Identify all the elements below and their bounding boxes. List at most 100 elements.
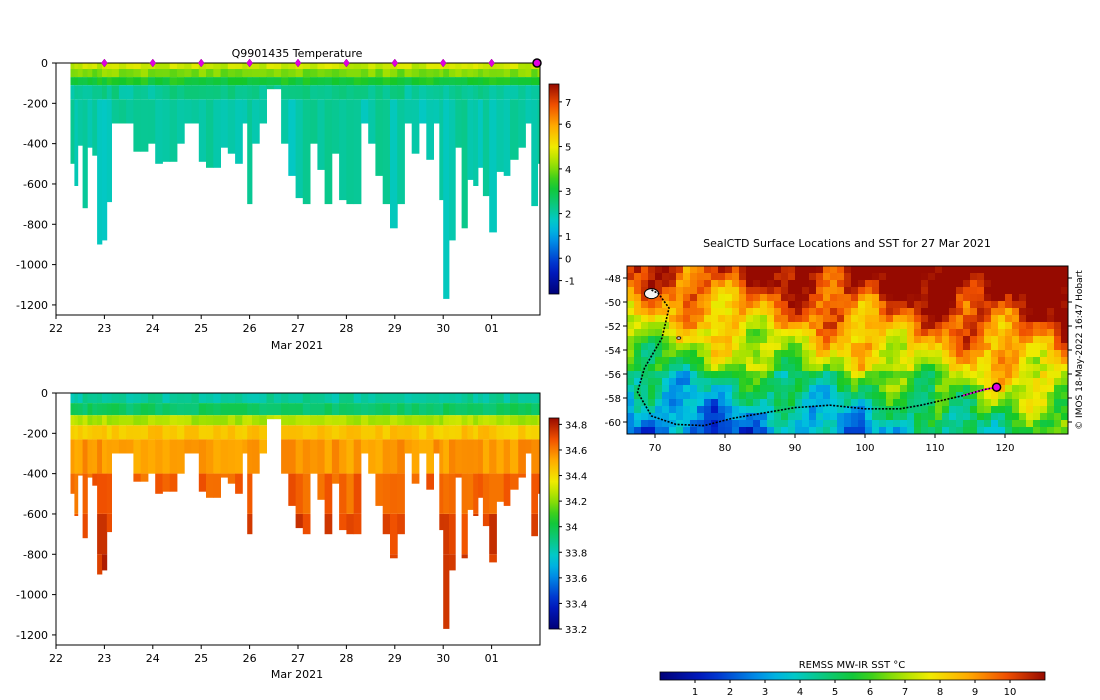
x-tick-label: 01 [485, 322, 499, 335]
profile-layer [70, 439, 75, 474]
sst-cell [816, 287, 824, 295]
profile-column [455, 393, 462, 478]
profile-layer [198, 63, 207, 69]
sst-cell [739, 371, 747, 379]
colorbar-tick-label: 5 [565, 143, 571, 154]
sst-cell [844, 343, 852, 351]
sst-cell [669, 287, 677, 295]
sst-cell [872, 350, 880, 358]
sst-cell [844, 385, 852, 393]
sst-cell [1005, 350, 1013, 358]
sst-cell [809, 385, 817, 393]
profile-layer [74, 473, 79, 514]
y-tick-label: -600 [23, 508, 48, 521]
sst-cell [1026, 343, 1034, 351]
sst-cell [809, 427, 817, 434]
profile-layer [443, 85, 450, 100]
sst-cell [865, 378, 873, 386]
profile-layer [70, 63, 75, 69]
sst-cell [928, 308, 936, 316]
profile-layer [449, 415, 456, 426]
sst-cell [956, 392, 964, 400]
sst-cell [1047, 287, 1055, 295]
profile-layer [449, 473, 456, 514]
sst-cell [788, 301, 796, 309]
profile-layer [346, 473, 355, 514]
sst-cell [956, 427, 964, 434]
sst-cell [634, 315, 642, 323]
sst-cell [858, 280, 866, 288]
sst-cell [865, 273, 873, 281]
sst-cell [921, 287, 929, 295]
profile-layer [443, 473, 450, 514]
sst-cell [984, 322, 992, 330]
sst-cell [844, 266, 852, 274]
sst-cell [900, 294, 908, 302]
profile-layer [317, 439, 326, 474]
profile-layer [433, 77, 440, 86]
profile-layer [503, 439, 511, 474]
profile-layer [140, 77, 149, 86]
sst-cell [1040, 343, 1048, 351]
profile-column [339, 393, 347, 531]
sst-cell [1026, 336, 1034, 344]
sst-cell [907, 273, 915, 281]
profile-layer [70, 415, 75, 426]
profile-column [467, 63, 474, 180]
sst-cell [830, 406, 838, 414]
profile-layer [390, 425, 398, 440]
sst-cell [802, 343, 810, 351]
map-title: SealCTD Surface Locations and SST for 27… [703, 237, 991, 250]
x-tick-label: 24 [146, 652, 160, 665]
profile-layer [111, 99, 120, 124]
profile-layer [302, 415, 311, 426]
sst-cell [690, 357, 698, 365]
sst-cell [641, 378, 649, 386]
sst-cell [795, 378, 803, 386]
sst-cell [704, 378, 712, 386]
sst-cell [1047, 406, 1055, 414]
profile-layer [473, 473, 479, 514]
sst-cell [697, 322, 705, 330]
profile-layer [382, 425, 391, 440]
profile-layer [92, 77, 98, 86]
sst-cell [753, 399, 761, 407]
profile-layer [191, 439, 200, 454]
sst-cell [991, 336, 999, 344]
sst-cell [760, 364, 768, 372]
profile-column [198, 393, 207, 492]
sst-cell [879, 378, 887, 386]
sst-cell [914, 294, 922, 302]
sst-cell [949, 399, 957, 407]
sst-cell [963, 266, 971, 274]
sst-cell [753, 266, 761, 274]
sst-cell [893, 420, 901, 428]
profile-layer [295, 439, 304, 474]
sst-cell [998, 420, 1006, 428]
sst-cell [676, 364, 684, 372]
sst-cell [984, 420, 992, 428]
profile-column [213, 63, 221, 168]
sst-cell [788, 329, 796, 337]
y-tick-label: 0 [41, 57, 48, 70]
sst-cell [928, 301, 936, 309]
sst-cell [690, 329, 698, 337]
profile-layer [169, 85, 178, 100]
sst-cell [921, 329, 929, 337]
sst-cell [991, 406, 999, 414]
sst-cell [655, 273, 663, 281]
profile-layer [443, 69, 450, 78]
profile-layer [331, 473, 340, 484]
sst-cell [830, 399, 838, 407]
sst-cell [1047, 371, 1055, 379]
profile-layer [449, 439, 456, 474]
sst-cell [802, 273, 810, 281]
profile-layer [426, 99, 434, 160]
sst-cell [788, 392, 796, 400]
sst-cell [683, 420, 691, 428]
sst-cell [886, 399, 894, 407]
profile-layer [247, 514, 253, 535]
profile-column [235, 393, 243, 494]
sst-cell [1054, 287, 1062, 295]
sst-cell [998, 427, 1006, 434]
